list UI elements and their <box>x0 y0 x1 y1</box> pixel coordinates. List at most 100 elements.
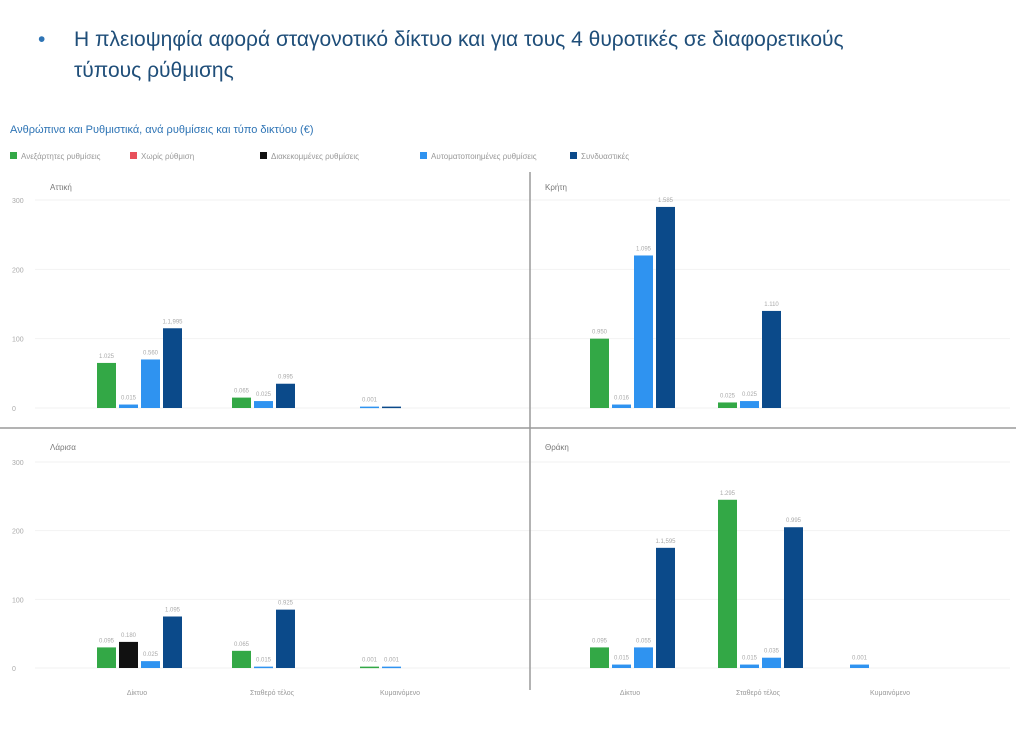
bar-value-label-1-1-0: 0.025 <box>720 393 736 399</box>
bullet-icon: • <box>38 28 46 51</box>
bar-value-label-2-1-0: 0.065 <box>234 642 250 648</box>
y-tick-label-0-3: 0 <box>12 406 16 413</box>
bar-0-0-3 <box>163 328 182 408</box>
bar-3-2-0 <box>850 664 869 668</box>
legend-label-2: Διακεκομμένες ρυθμίσεις <box>271 152 359 161</box>
bar-value-label-3-1-0: 1.295 <box>720 491 736 497</box>
panel-title-2: Λάρισα <box>50 443 76 452</box>
legend-label-4: Συνδυαστικές <box>581 152 629 161</box>
bar-value-label-3-1-1: 0.015 <box>742 656 758 662</box>
bar-1-0-1 <box>612 404 631 408</box>
bar-3-1-3 <box>784 527 803 668</box>
bar-value-label-1-1-1: 0.025 <box>742 392 758 398</box>
bar-3-0-0 <box>590 647 609 668</box>
bar-1-0-3 <box>656 206 675 408</box>
bar-value-label-2-0-1: 0.180 <box>121 633 137 639</box>
bar-1-1-2 <box>762 310 781 408</box>
bar-2-0-1 <box>119 641 138 668</box>
bar-value-label-3-2-0: 0.001 <box>852 656 868 662</box>
x-category-label-1-0: Δίκτυο <box>620 689 640 697</box>
bar-value-label-3-0-1: 0.015 <box>614 656 630 662</box>
panel-title-1: Κρήτη <box>545 183 567 192</box>
bar-value-label-0-0-0: 1.025 <box>99 354 115 360</box>
x-category-label-1-1: Σταθερό τέλος <box>736 689 781 697</box>
x-category-label-0-0: Δίκτυο <box>127 689 147 697</box>
bar-value-label-1-0-3: 1.585 <box>658 198 674 204</box>
bar-value-label-1-1-2: 1.110 <box>764 302 779 308</box>
bar-value-label-1-0-0: 0.950 <box>592 330 608 336</box>
slide-text-line-1: Η πλειοψηφία αφορά σταγονοτικό δίκτυο κα… <box>74 28 844 51</box>
bar-value-label-2-1-1: 0.015 <box>256 658 272 664</box>
bar-value-label-2-0-2: 0.025 <box>143 652 159 658</box>
bar-2-0-3 <box>163 616 182 668</box>
bar-0-1-0 <box>232 397 251 408</box>
bar-value-label-2-2-1: 0.001 <box>384 658 400 664</box>
bar-1-0-2 <box>634 255 653 408</box>
bar-value-label-3-0-3: 1.1,595 <box>655 539 676 545</box>
legend-swatch-4 <box>570 152 577 159</box>
bar-0-0-1 <box>119 404 138 408</box>
bar-1-0-0 <box>590 338 609 408</box>
bar-3-1-0 <box>718 499 737 668</box>
bar-2-0-2 <box>141 661 160 668</box>
bar-3-1-1 <box>740 664 759 668</box>
bar-0-0-0 <box>97 362 116 408</box>
bar-3-0-2 <box>634 647 653 668</box>
legend-label-1: Χωρίς ρύθμιση <box>141 152 194 161</box>
y-tick-label-0-0: 300 <box>12 198 24 205</box>
bar-1-1-0 <box>718 402 737 408</box>
panel-title-0: Αττική <box>50 183 72 192</box>
bar-2-1-1 <box>254 666 273 669</box>
bar-value-label-2-2-0: 0.001 <box>362 658 378 664</box>
y-tick-label-0-2: 100 <box>12 337 24 344</box>
bar-2-1-2 <box>276 609 295 668</box>
bar-2-0-0 <box>97 647 116 668</box>
bar-value-label-2-0-0: 0.095 <box>99 638 115 644</box>
legend-swatch-0 <box>10 152 17 159</box>
bar-1-1-1 <box>740 401 759 408</box>
bar-0-2-1 <box>382 406 401 409</box>
legend-swatch-2 <box>260 152 267 159</box>
bar-value-label-2-0-3: 1.095 <box>165 608 181 614</box>
bar-2-2-0 <box>360 666 379 669</box>
bar-3-1-2 <box>762 657 781 668</box>
bar-value-label-3-0-0: 0.095 <box>592 638 608 644</box>
bar-value-label-3-1-2: 0.035 <box>764 649 780 655</box>
x-category-label-0-2: Κυμαινόμενο <box>380 689 420 697</box>
legend-label-3: Αυτοματοποιημένες ρυθμίσεις <box>431 152 537 161</box>
legend-swatch-1 <box>130 152 137 159</box>
x-category-label-0-1: Σταθερό τέλος <box>250 689 295 697</box>
bar-value-label-1-0-2: 1.095 <box>636 246 652 252</box>
bar-value-label-3-1-3: 0.995 <box>786 518 802 524</box>
bar-value-label-0-1-0: 0.065 <box>234 389 250 395</box>
y-tick-label-1-3: 0 <box>12 666 16 673</box>
y-tick-label-1-0: 300 <box>12 460 24 467</box>
bar-0-2-0 <box>360 406 379 409</box>
bar-0-1-1 <box>254 401 273 408</box>
chart-title: Ανθρώπινα και Ρυθμιστικά, ανά ρυθμίσεις … <box>10 124 313 136</box>
bar-0-0-2 <box>141 359 160 408</box>
bar-value-label-1-0-1: 0.016 <box>614 396 630 402</box>
bar-3-0-3 <box>656 547 675 668</box>
bar-value-label-0-2-0: 0.001 <box>362 398 378 404</box>
bar-value-label-0-1-2: 0.995 <box>278 375 294 381</box>
bar-value-label-2-1-2: 0.925 <box>278 601 294 607</box>
bar-2-2-1 <box>382 666 401 669</box>
panel-title-3: Θράκη <box>545 443 569 452</box>
y-tick-label-1-1: 200 <box>12 529 24 536</box>
y-tick-label-0-1: 200 <box>12 267 24 274</box>
bar-value-label-3-0-2: 0.055 <box>636 638 652 644</box>
bar-value-label-0-0-1: 0.015 <box>121 396 137 402</box>
x-category-label-1-2: Κυμαινόμενο <box>870 689 910 697</box>
bar-2-1-0 <box>232 650 251 668</box>
legend-swatch-3 <box>420 152 427 159</box>
bar-3-0-1 <box>612 664 631 668</box>
bar-0-1-2 <box>276 383 295 408</box>
y-tick-label-1-2: 100 <box>12 597 24 604</box>
bar-value-label-0-0-3: 1.1,995 <box>162 319 183 325</box>
bar-value-label-0-0-2: 0.560 <box>143 350 159 356</box>
slide-text-line-2: τύπους ρύθμισης <box>74 59 234 82</box>
bar-value-label-0-1-1: 0.025 <box>256 392 272 398</box>
slide-bullet-text: • Η πλειοψηφία αφορά σταγονοτικό δίκτυο … <box>38 24 988 86</box>
